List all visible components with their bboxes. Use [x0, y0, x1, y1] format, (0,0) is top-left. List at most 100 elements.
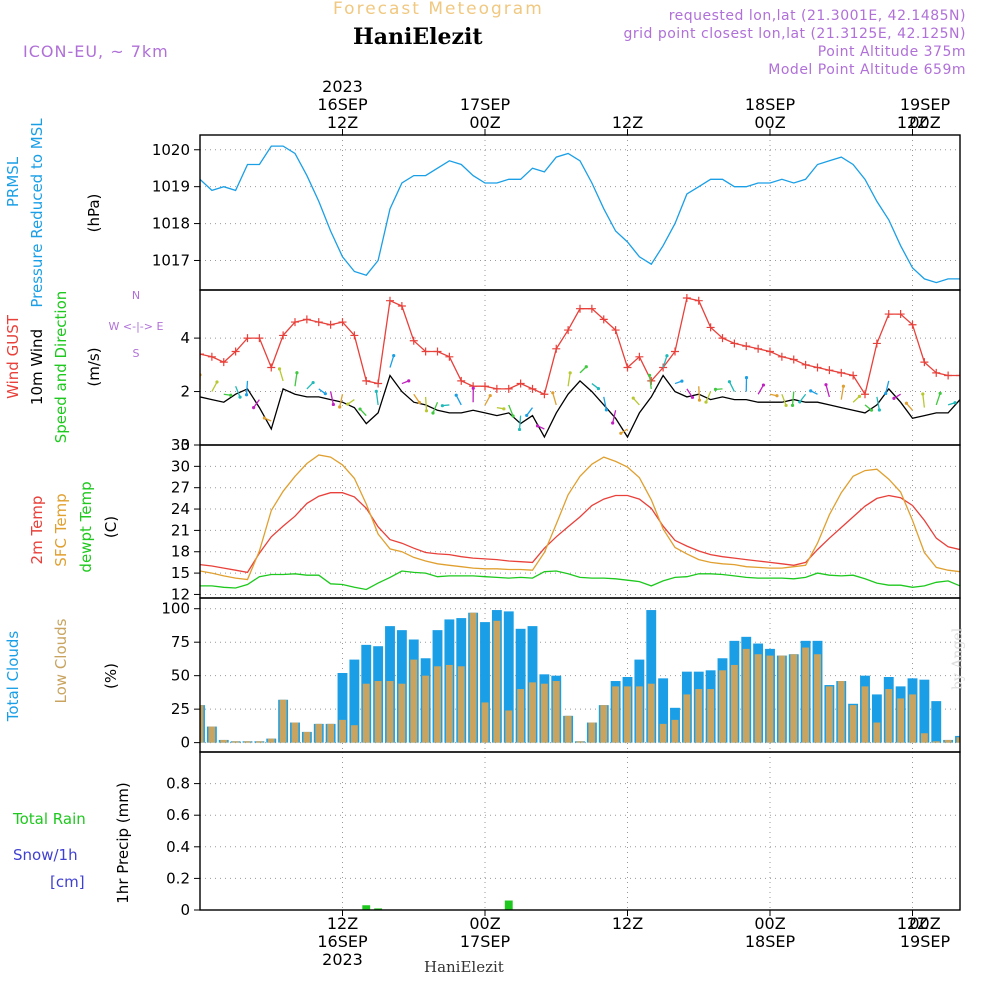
- gust-marker: [433, 347, 442, 356]
- gust-marker: [742, 342, 751, 351]
- wind-direction-arrow: [508, 404, 514, 417]
- low-cloud-bar: [624, 686, 631, 743]
- wind-direction-arrow: [526, 407, 534, 416]
- time-label-top: 2023: [322, 77, 363, 96]
- gust-marker: [564, 326, 573, 335]
- low-cloud-bar: [200, 705, 204, 743]
- wind-arrow-head: [631, 396, 635, 400]
- gust-marker: [611, 326, 620, 335]
- gust-marker: [374, 379, 383, 388]
- low-cloud-bar: [303, 731, 311, 743]
- wind-direction-arrow: [791, 391, 795, 406]
- rain-bar: [374, 908, 383, 910]
- wind-direction-arrow: [389, 355, 395, 368]
- gust-marker: [671, 347, 679, 356]
- wind-arrow-head: [252, 406, 256, 410]
- y-tick-label: 1017: [152, 251, 190, 269]
- wind-arrow-head: [904, 401, 909, 405]
- wind-direction-arrow: [662, 355, 668, 368]
- low-cloud-bar: [564, 715, 572, 743]
- wind-direction-arrow: [728, 381, 735, 392]
- wind-direction-arrow: [413, 393, 420, 403]
- gust-marker: [207, 352, 216, 361]
- low-cloud-bar: [683, 694, 691, 743]
- wind-arrow-head: [798, 400, 802, 404]
- wind-arrow-head: [611, 421, 615, 425]
- wind-arrow-head: [551, 391, 555, 395]
- y-tick-label: 0: [180, 734, 190, 752]
- wind-arrow-head: [784, 403, 788, 408]
- gust-marker: [932, 368, 941, 377]
- wind-arrow-head: [869, 408, 874, 412]
- gust-marker: [754, 344, 763, 353]
- wind-direction-arrow: [484, 395, 491, 406]
- wind-arrow-head: [884, 391, 888, 396]
- gust-marker: [397, 302, 406, 311]
- gust-marker: [908, 320, 917, 329]
- wind-arrow-head: [424, 409, 429, 413]
- low-cloud-bar: [707, 689, 715, 743]
- wind-direction-arrow: [211, 381, 218, 392]
- wind-direction-arrow: [603, 396, 608, 411]
- low-cloud-bar: [849, 705, 857, 743]
- low-cloud-bar: [469, 612, 477, 743]
- temp-2m-line: [200, 492, 960, 574]
- y-label-pressure-msl: Pressure Reduced to MSL: [28, 118, 46, 308]
- low-cloud-bar: [932, 741, 940, 743]
- label-layer: 1017 1018 1019 1020 PRMSL Pressure Reduced to…: [4, 77, 950, 969]
- time-label-top: 19SEP: [900, 95, 951, 114]
- wind-direction-arrow: [705, 391, 712, 403]
- low-cloud-bar: [920, 733, 928, 743]
- gust-marker: [516, 379, 525, 388]
- time-label-bottom: 19SEP: [900, 932, 951, 951]
- wind-arrow-head: [892, 396, 896, 400]
- wind-direction-arrow: [781, 394, 787, 406]
- time-label-bottom: 00Z: [754, 914, 785, 933]
- panel-0-marks: [200, 145, 960, 284]
- wind-arrow-head: [953, 401, 957, 405]
- wind-arrow-head: [502, 407, 506, 411]
- gust-marker: [777, 352, 786, 361]
- gust-marker: [623, 363, 632, 372]
- y-tick-label: 21: [171, 521, 190, 539]
- gust-marker: [291, 318, 299, 327]
- wind-speed-line: [200, 374, 960, 439]
- time-label-bottom: 16SEP: [317, 932, 368, 951]
- time-label-bottom: 12Z: [897, 914, 928, 933]
- wind-arrow-head: [262, 416, 267, 420]
- low-cloud-bar: [944, 739, 952, 743]
- gust-marker: [279, 331, 288, 340]
- grid-point-coordinates: grid point closest lon,lat (21.3125E, 42…: [623, 26, 966, 42]
- low-cloud-bar: [362, 683, 370, 743]
- wind-direction-arrow: [922, 393, 926, 408]
- compass-west-east: W <-|-> E: [109, 320, 164, 333]
- y-label-celsius: (C): [102, 516, 120, 538]
- y-tick-label: 0: [180, 436, 190, 454]
- low-cloud-bar: [766, 655, 774, 743]
- y-tick-label: 75: [171, 633, 190, 651]
- gust-marker: [200, 350, 204, 359]
- wind-arrow-head: [374, 389, 378, 394]
- y-tick-label: 0.2: [166, 869, 190, 887]
- low-cloud-bar: [909, 694, 916, 743]
- low-cloud-bar: [244, 741, 251, 743]
- wind-arrow-head: [511, 414, 515, 418]
- y-label-10m-wind: 10m Wind: [28, 329, 46, 405]
- gust-marker: [801, 360, 810, 369]
- y-tick-label: 2: [180, 383, 190, 401]
- y-tick-label: 25: [171, 700, 190, 718]
- y-tick-label: 30: [171, 457, 190, 475]
- data-layer: [200, 145, 960, 910]
- wind-direction-arrow: [876, 396, 881, 411]
- y-tick-label: 0.4: [166, 838, 190, 856]
- gust-marker: [386, 296, 394, 305]
- low-cloud-bar: [505, 710, 513, 743]
- wind-direction-arrow: [840, 386, 845, 400]
- wind-arrow-head: [680, 379, 684, 383]
- low-cloud-bar: [956, 737, 960, 743]
- gust-marker: [766, 347, 774, 356]
- time-label-bottom: 00Z: [909, 914, 940, 933]
- total-cloud-bar: [337, 672, 348, 743]
- wind-direction-arrow: [686, 388, 694, 398]
